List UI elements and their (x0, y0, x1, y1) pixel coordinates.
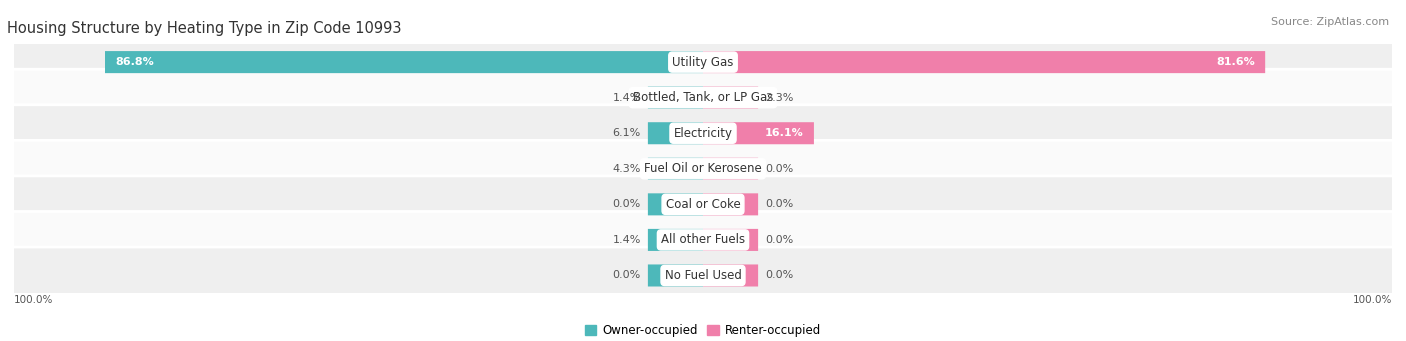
Text: 0.0%: 0.0% (613, 270, 641, 281)
Text: 100.0%: 100.0% (14, 295, 53, 305)
FancyBboxPatch shape (105, 51, 703, 73)
Text: 2.3%: 2.3% (765, 93, 793, 103)
FancyBboxPatch shape (703, 87, 758, 109)
FancyBboxPatch shape (648, 87, 703, 109)
Text: 16.1%: 16.1% (765, 128, 804, 138)
Text: 0.0%: 0.0% (765, 235, 793, 245)
Text: 0.0%: 0.0% (765, 164, 793, 174)
FancyBboxPatch shape (0, 34, 1406, 91)
Text: 81.6%: 81.6% (1216, 57, 1254, 67)
Text: 6.1%: 6.1% (613, 128, 641, 138)
Text: No Fuel Used: No Fuel Used (665, 269, 741, 282)
Text: Bottled, Tank, or LP Gas: Bottled, Tank, or LP Gas (633, 91, 773, 104)
Text: 1.4%: 1.4% (613, 235, 641, 245)
FancyBboxPatch shape (703, 122, 814, 144)
FancyBboxPatch shape (703, 229, 758, 251)
FancyBboxPatch shape (648, 229, 703, 251)
FancyBboxPatch shape (0, 105, 1406, 162)
FancyBboxPatch shape (0, 140, 1406, 197)
Text: 86.8%: 86.8% (115, 57, 155, 67)
Text: All other Fuels: All other Fuels (661, 234, 745, 247)
FancyBboxPatch shape (703, 51, 1265, 73)
FancyBboxPatch shape (0, 176, 1406, 233)
Text: 0.0%: 0.0% (765, 199, 793, 209)
FancyBboxPatch shape (0, 247, 1406, 304)
FancyBboxPatch shape (0, 69, 1406, 126)
Text: Fuel Oil or Kerosene: Fuel Oil or Kerosene (644, 162, 762, 175)
Text: Coal or Coke: Coal or Coke (665, 198, 741, 211)
Text: Electricity: Electricity (673, 127, 733, 140)
Text: 1.4%: 1.4% (613, 93, 641, 103)
Text: Utility Gas: Utility Gas (672, 56, 734, 69)
Legend: Owner-occupied, Renter-occupied: Owner-occupied, Renter-occupied (579, 320, 827, 341)
FancyBboxPatch shape (648, 158, 703, 180)
FancyBboxPatch shape (703, 158, 758, 180)
Text: 0.0%: 0.0% (613, 199, 641, 209)
FancyBboxPatch shape (0, 211, 1406, 268)
FancyBboxPatch shape (648, 122, 703, 144)
Text: Housing Structure by Heating Type in Zip Code 10993: Housing Structure by Heating Type in Zip… (7, 21, 402, 36)
Text: Source: ZipAtlas.com: Source: ZipAtlas.com (1271, 17, 1389, 27)
Text: 4.3%: 4.3% (613, 164, 641, 174)
FancyBboxPatch shape (648, 265, 703, 286)
FancyBboxPatch shape (648, 193, 703, 216)
Text: 100.0%: 100.0% (1353, 295, 1392, 305)
FancyBboxPatch shape (703, 265, 758, 286)
Text: 0.0%: 0.0% (765, 270, 793, 281)
FancyBboxPatch shape (703, 193, 758, 216)
